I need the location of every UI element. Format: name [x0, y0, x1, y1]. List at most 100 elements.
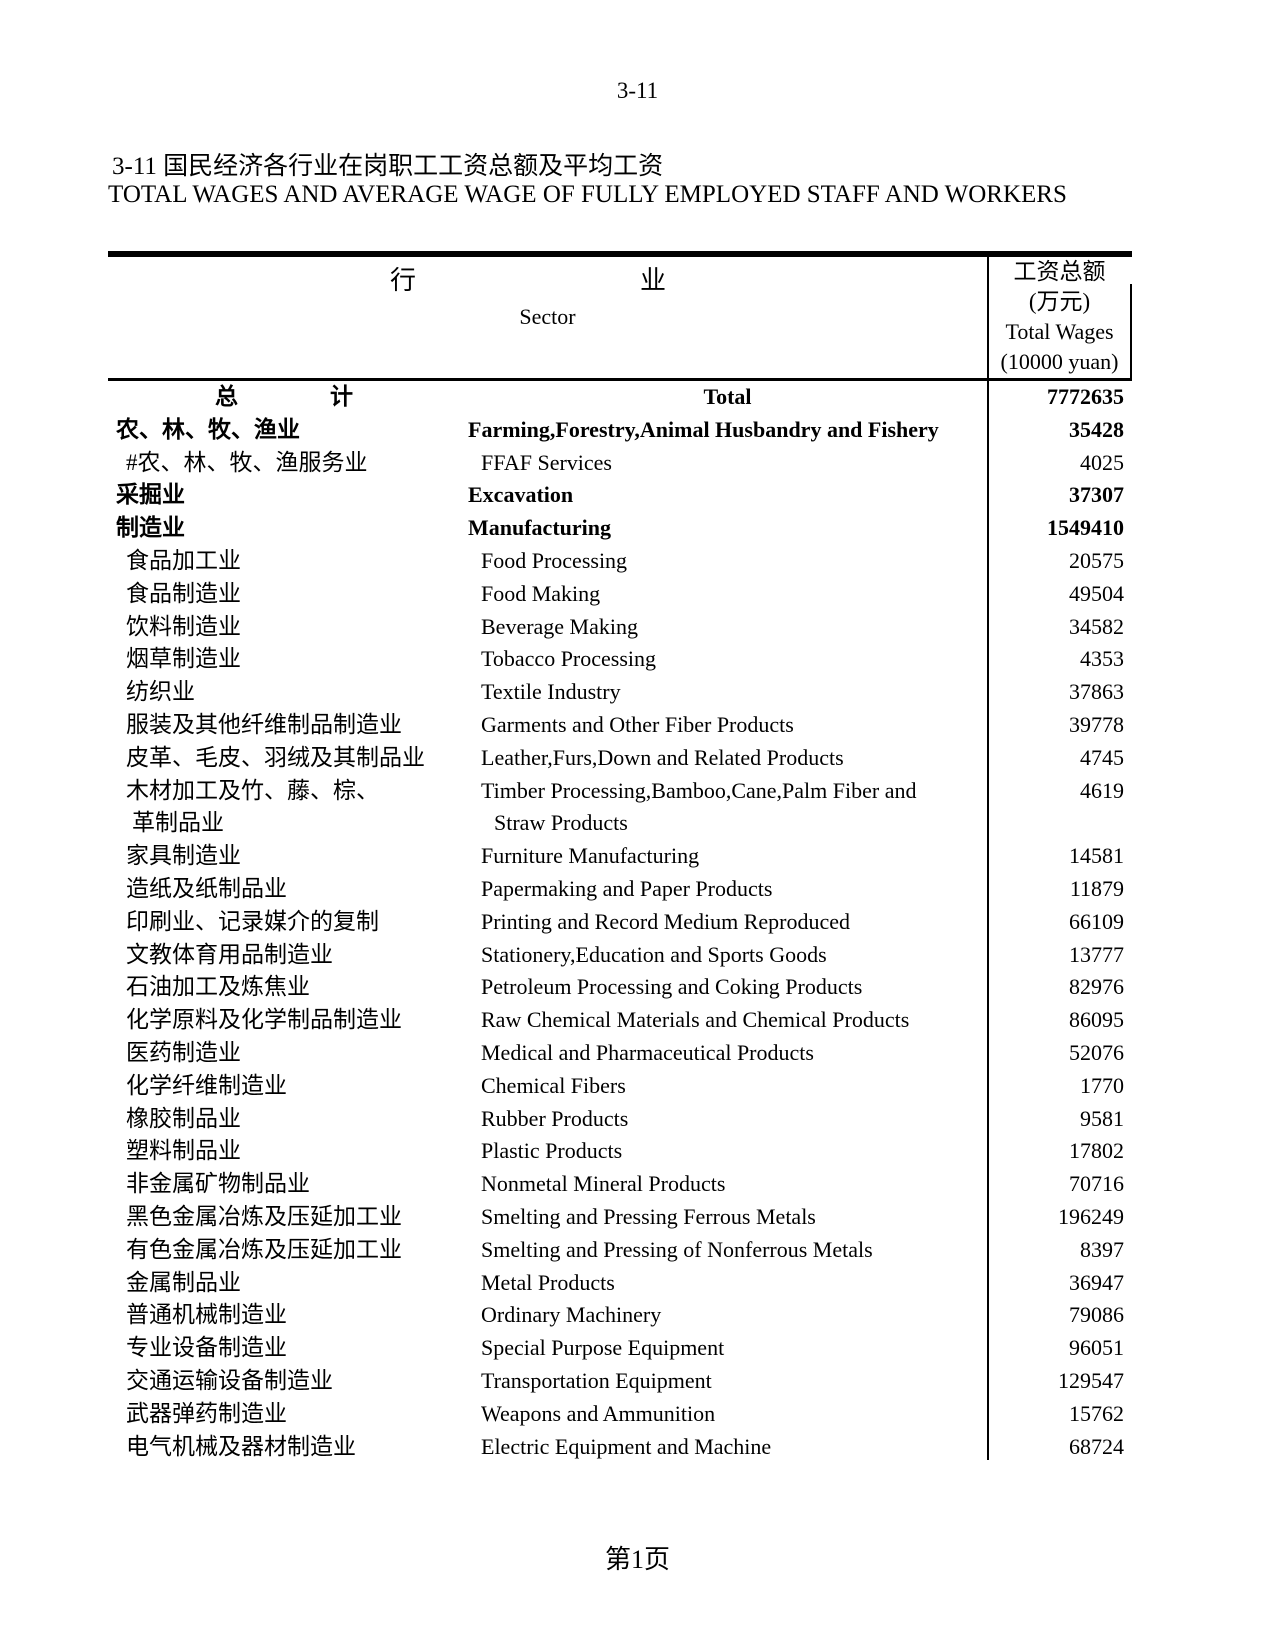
header-right-border-line — [1130, 284, 1132, 381]
row-total-wages-value: 66109 — [1069, 908, 1124, 934]
row-sector-cn: 食品加工业 — [126, 547, 241, 573]
row-sector-en: Furniture Manufacturing — [481, 843, 700, 869]
row-sector-cn: 黑色金属冶炼及压延加工业 — [126, 1203, 402, 1229]
row-sector-cn: 化学原料及化学制品制造业 — [126, 1007, 402, 1033]
row-sector-en: Papermaking and Paper Products — [481, 875, 773, 901]
row-total-wages-value: 4025 — [1080, 449, 1124, 475]
row-total-wages-value — [989, 807, 1128, 840]
row-sector-en: Medical and Pharmaceutical Products — [481, 1039, 814, 1065]
row-total-wages-value: 1549410 — [1047, 515, 1124, 541]
row-total-wages-value: 37863 — [1069, 679, 1124, 705]
row-sector-en: Transportation Equipment — [481, 1367, 712, 1393]
row-total-wages-value: 34582 — [1069, 613, 1124, 639]
row-sector-cn: 制造业 — [116, 515, 185, 541]
row-sector-en: Total — [703, 384, 752, 409]
row-sector-en: Tobacco Processing — [481, 646, 657, 672]
row-sector-en: Weapons and Ammunition — [481, 1400, 716, 1426]
row-sector-cn: 金属制品业 — [126, 1269, 241, 1295]
sector-header-en: Sector — [519, 304, 576, 329]
row-sector-cn: 饮料制造业 — [126, 613, 241, 639]
row-sector-en: Farming,Forestry,Animal Husbandry and Fi… — [468, 416, 939, 442]
row-sector-en: Metal Products — [481, 1269, 615, 1295]
table-row: 家具制造业 Furniture Manufacturing 14581 — [108, 840, 1132, 873]
row-sector-en: Timber Processing,Bamboo,Cane,Palm Fiber… — [481, 777, 917, 803]
row-sector-en: Special Purpose Equipment — [481, 1335, 725, 1361]
row-total-wages-value: 96051 — [1069, 1335, 1124, 1361]
row-total-wages-value: 1770 — [1080, 1072, 1124, 1098]
page-number: 3-11 — [616, 78, 659, 103]
row-total-wages-value: 36947 — [1069, 1269, 1124, 1295]
row-total-wages-value: 49504 — [1069, 580, 1124, 606]
row-sector-en: Ordinary Machinery — [481, 1302, 662, 1328]
table-row: 橡胶制品业 Rubber Products 9581 — [108, 1103, 1132, 1136]
table-row: 制造业 Manufacturing 1549410 — [108, 512, 1132, 545]
row-sector-cn: 革制品业 — [132, 810, 224, 836]
row-sector-en: Stationery,Education and Sports Goods — [481, 941, 827, 967]
column-divider-line — [987, 257, 989, 1460]
row-sector-cn: 采掘业 — [116, 482, 185, 508]
row-sector-cn: 塑料制品业 — [126, 1138, 241, 1164]
wages-table: 行 业 Sector 工资总额 (万元) Total Wages (10000 … — [108, 251, 1132, 1463]
row-total-wages-value: 17802 — [1069, 1138, 1124, 1164]
row-sector-en: Raw Chemical Materials and Chemical Prod… — [481, 1007, 910, 1033]
row-sector-en: Chemical Fibers — [481, 1072, 626, 1098]
wages-unit-cn: (万元) — [1028, 289, 1091, 314]
table-title-cn: 3-11 国民经济各行业在岗职工工资总额及平均工资 — [112, 153, 664, 180]
row-sector-en: Petroleum Processing and Coking Products — [481, 974, 863, 1000]
row-total-wages-value: 11879 — [1069, 875, 1124, 901]
table-row: 饮料制造业 Beverage Making 34582 — [108, 611, 1132, 644]
row-sector-en: Food Processing — [481, 547, 628, 573]
table-row: 纺织业 Textile Industry 37863 — [108, 676, 1132, 709]
table-row: 化学纤维制造业 Chemical Fibers 1770 — [108, 1070, 1132, 1103]
sector-header-cn-right: 业 — [640, 266, 667, 295]
row-total-wages-value: 35428 — [1069, 416, 1124, 442]
table-row: 木材加工及竹、藤、棕、 Timber Processing,Bamboo,Cane… — [108, 775, 1132, 808]
row-sector-cn: 服装及其他纤维制品制造业 — [126, 711, 402, 737]
row-sector-en: Textile Industry — [481, 679, 621, 705]
row-sector-en: Nonmetal Mineral Products — [481, 1171, 726, 1197]
table-row: 总 计 Total 7772635 — [108, 381, 1132, 414]
row-sector-cn: #农、林、牧、渔服务业 — [126, 449, 368, 475]
row-sector-cn: 食品制造业 — [126, 580, 241, 606]
row-total-wages-value: 129547 — [1058, 1367, 1124, 1393]
table-row: #农、林、牧、渔服务业 FFAF Services 4025 — [108, 447, 1132, 480]
row-sector-cn: 橡胶制品业 — [126, 1105, 241, 1131]
table-row: 化学原料及化学制品制造业 Raw Chemical Materials and C… — [108, 1004, 1132, 1037]
row-total-wages-value: 79086 — [1069, 1302, 1124, 1328]
row-sector-en: Plastic Products — [481, 1138, 623, 1164]
row-total-wages-value: 52076 — [1069, 1039, 1124, 1065]
row-sector-cn: 家具制造业 — [126, 843, 241, 869]
wages-header-cn: 工资总额 — [1013, 259, 1106, 284]
row-sector-cn: 文教体育用品制造业 — [126, 941, 333, 967]
table-row: 石油加工及炼焦业 Petroleum Processing and Coking … — [108, 971, 1132, 1004]
row-sector-en: Food Making — [481, 580, 601, 606]
table-row: 黑色金属冶炼及压延加工业 Smelting and Pressing Ferrou… — [108, 1201, 1132, 1234]
table-body: 总 计 Total 7772635 农、林、牧、渔业 Farming,Forestry,… — [108, 381, 1132, 1463]
row-total-wages-value: 4619 — [1080, 777, 1124, 803]
wages-header-en: Total Wages — [1005, 319, 1114, 344]
row-sector-cn: 纺织业 — [126, 679, 195, 705]
table-row: 食品加工业 Food Processing 20575 — [108, 545, 1132, 578]
row-total-wages-value: 20575 — [1069, 547, 1124, 573]
table-row: 烟草制造业 Tobacco Processing 4353 — [108, 643, 1132, 676]
table-row: 造纸及纸制品业 Papermaking and Paper Products 118… — [108, 873, 1132, 906]
table-row: 普通机械制造业 Ordinary Machinery 79086 — [108, 1299, 1132, 1332]
footer-page-label: 第1页 — [604, 1545, 670, 1574]
total-wages-column-header: 工资总额 (万元) Total Wages (10000 yuan) — [989, 257, 1130, 378]
row-total-wages-value: 37307 — [1069, 482, 1124, 508]
table-top-rule — [108, 251, 1132, 257]
row-sector-cn: 皮革、毛皮、羽绒及其制品业 — [126, 744, 425, 770]
row-total-wages-value: 86095 — [1069, 1007, 1124, 1033]
row-total-wages-value: 4745 — [1080, 744, 1124, 770]
sector-column-header: 行 业 Sector — [108, 257, 987, 378]
table-row: 金属制品业 Metal Products 36947 — [108, 1267, 1132, 1300]
table-row: 农、林、牧、渔业 Farming,Forestry,Animal Husbandr… — [108, 414, 1132, 447]
table-row: 专业设备制造业 Special Purpose Equipment 96051 — [108, 1332, 1132, 1365]
row-total-wages-value: 9581 — [1080, 1105, 1124, 1131]
row-sector-cn: 交通运输设备制造业 — [126, 1367, 333, 1393]
table-row: 交通运输设备制造业 Transportation Equipment 129547 — [108, 1365, 1132, 1398]
table-row: 有色金属冶炼及压延加工业 Smelting and Pressing of Non… — [108, 1234, 1132, 1267]
row-total-wages-value: 14581 — [1069, 843, 1124, 869]
table-row: 塑料制品业 Plastic Products 17802 — [108, 1135, 1132, 1168]
row-total-wages-value: 68724 — [1069, 1433, 1124, 1459]
